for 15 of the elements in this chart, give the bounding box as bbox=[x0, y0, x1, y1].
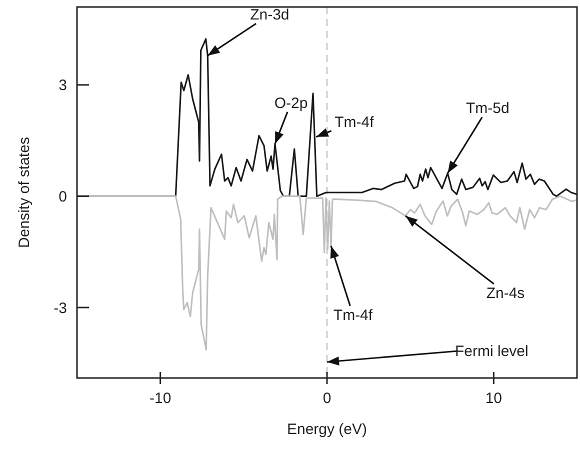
annotation: Zn-4s bbox=[486, 284, 525, 302]
x-axis-title: Energy (eV) bbox=[286, 421, 368, 438]
y-tick-label: 3 bbox=[58, 77, 67, 94]
annotation: Zn-3d bbox=[250, 6, 290, 24]
y-tick-label: 0 bbox=[58, 188, 67, 206]
x-tick-label: 0 bbox=[322, 390, 332, 407]
annotation: Tm-4f bbox=[333, 306, 374, 324]
x-tick-label: -10 bbox=[149, 390, 172, 407]
annotation: Tm-5d bbox=[466, 100, 510, 118]
x-tick-label: 10 bbox=[485, 390, 502, 407]
annotation: Tm-4f bbox=[334, 114, 375, 131]
y-axis-title: Density of states bbox=[16, 137, 33, 248]
ref-line-label: Fermi level bbox=[455, 343, 528, 360]
y-tick-label: -3 bbox=[54, 300, 67, 317]
annotation: O-2p bbox=[274, 94, 308, 112]
